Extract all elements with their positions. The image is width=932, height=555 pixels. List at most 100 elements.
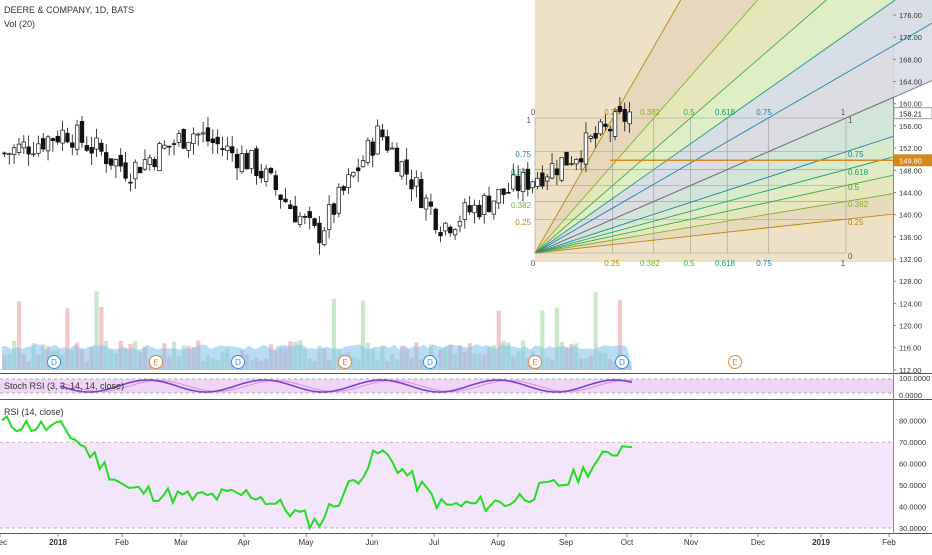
candle-body	[419, 179, 424, 208]
candle-body	[65, 132, 70, 143]
price-axis-label: 120.00	[899, 322, 922, 331]
gann-level-label-right: 0.618	[848, 168, 869, 177]
rsi-axis-label: 30.0000	[899, 524, 926, 533]
candle-body	[84, 145, 89, 151]
candle-body	[133, 161, 138, 180]
candle-body	[210, 138, 215, 143]
candle-body	[21, 141, 26, 149]
candle-body	[583, 132, 589, 165]
candle-body	[2, 152, 7, 155]
candle-body	[438, 232, 443, 237]
volume-bar	[540, 310, 545, 370]
candle-body	[94, 137, 99, 150]
candle-body	[617, 106, 623, 112]
gann-ray-upper	[534, 0, 896, 254]
candle-body	[45, 136, 51, 152]
price-axis-label: 144.00	[899, 188, 922, 197]
candle-body	[356, 167, 361, 172]
candle-body	[200, 132, 206, 135]
candle-body	[399, 161, 404, 177]
candle-body	[249, 150, 254, 170]
rsi-band	[0, 442, 893, 528]
volume-bar	[94, 291, 99, 370]
time-axis-label: Sep	[559, 538, 574, 547]
candle-body	[152, 159, 157, 168]
volume-bar	[617, 300, 623, 370]
rsi-title: RSI (14, close)	[4, 407, 64, 417]
time-axis-label: Dec	[751, 538, 765, 547]
time-axis-label: Dec	[0, 538, 7, 547]
candle-body	[380, 129, 385, 138]
price-axis-label: 112.00	[899, 366, 921, 375]
price-axis-label: 152.00	[899, 144, 922, 153]
candle-body	[593, 132, 598, 139]
gann-ray-upper	[534, 0, 758, 254]
rsi-axis-label: 40.0000	[899, 503, 926, 512]
event-marker-label: E	[532, 358, 537, 367]
candle-body	[142, 159, 148, 170]
candle-body	[322, 230, 327, 245]
candle-body	[74, 124, 80, 150]
gann-level-label-right: 0.25	[848, 218, 864, 227]
volume-bar	[360, 300, 366, 370]
current-price-label: 158.21	[899, 110, 922, 119]
gann-level-label-bottom: 1	[841, 259, 846, 268]
candle-body	[341, 186, 346, 191]
candle-body	[128, 181, 133, 184]
candle-body	[545, 176, 550, 182]
candle-body	[307, 211, 312, 219]
candle-body	[312, 218, 317, 226]
gann-level-label-bottom: 0.75	[756, 259, 772, 268]
candle-body	[457, 221, 463, 227]
candle-body	[79, 121, 85, 143]
candle-body	[278, 194, 283, 200]
gann-level-label-top: 0.618	[715, 108, 736, 117]
candle-body	[186, 141, 191, 151]
candle-body	[574, 158, 579, 165]
event-marker	[231, 355, 245, 369]
event-marker	[149, 355, 163, 369]
candle-body	[113, 159, 119, 167]
gann-level-label-bottom: 0.25	[604, 259, 620, 268]
candle-body	[230, 146, 235, 154]
price-axis-label: 160.00	[899, 100, 922, 109]
time-axis-label: Jul	[429, 538, 439, 547]
candle-body	[540, 172, 545, 187]
candle-body	[612, 111, 618, 137]
volume-bar	[496, 310, 501, 370]
price-axis-label: 176.00	[899, 11, 922, 20]
candle-body	[336, 186, 341, 214]
gann-level-label-bottom: 0.5	[683, 259, 695, 268]
candle-body	[297, 215, 303, 225]
event-marker-label: D	[427, 358, 433, 367]
candle-body	[472, 204, 477, 214]
volume-bar	[16, 301, 22, 370]
candle-body	[394, 147, 400, 172]
candle-body	[41, 138, 46, 150]
candle-body	[147, 157, 152, 165]
price-axis-label: 148.00	[899, 166, 922, 175]
candle-body	[578, 158, 584, 163]
price-axis-label: 164.00	[899, 78, 922, 87]
event-marker	[728, 355, 742, 369]
candle-body	[302, 215, 308, 218]
price-axis-label: 172.00	[899, 33, 922, 42]
gann-level-label-left: 0.25	[515, 218, 531, 227]
candle-body	[326, 204, 332, 230]
volume-title: Vol (20)	[4, 19, 36, 29]
candle-body	[162, 144, 167, 149]
candle-body	[423, 197, 429, 210]
candle-body	[462, 202, 467, 220]
gann-ray-lower	[534, 193, 894, 254]
stoch-axis-label: 100.0000	[899, 374, 930, 383]
candle-body	[205, 127, 211, 142]
candle-body	[7, 153, 12, 155]
candle-body	[89, 147, 94, 154]
candle-body	[360, 160, 366, 168]
candle-body	[36, 143, 41, 154]
candle-body	[288, 204, 293, 210]
gann-level-label-top: 0.75	[756, 108, 772, 117]
gann-ray-lower	[534, 156, 894, 254]
